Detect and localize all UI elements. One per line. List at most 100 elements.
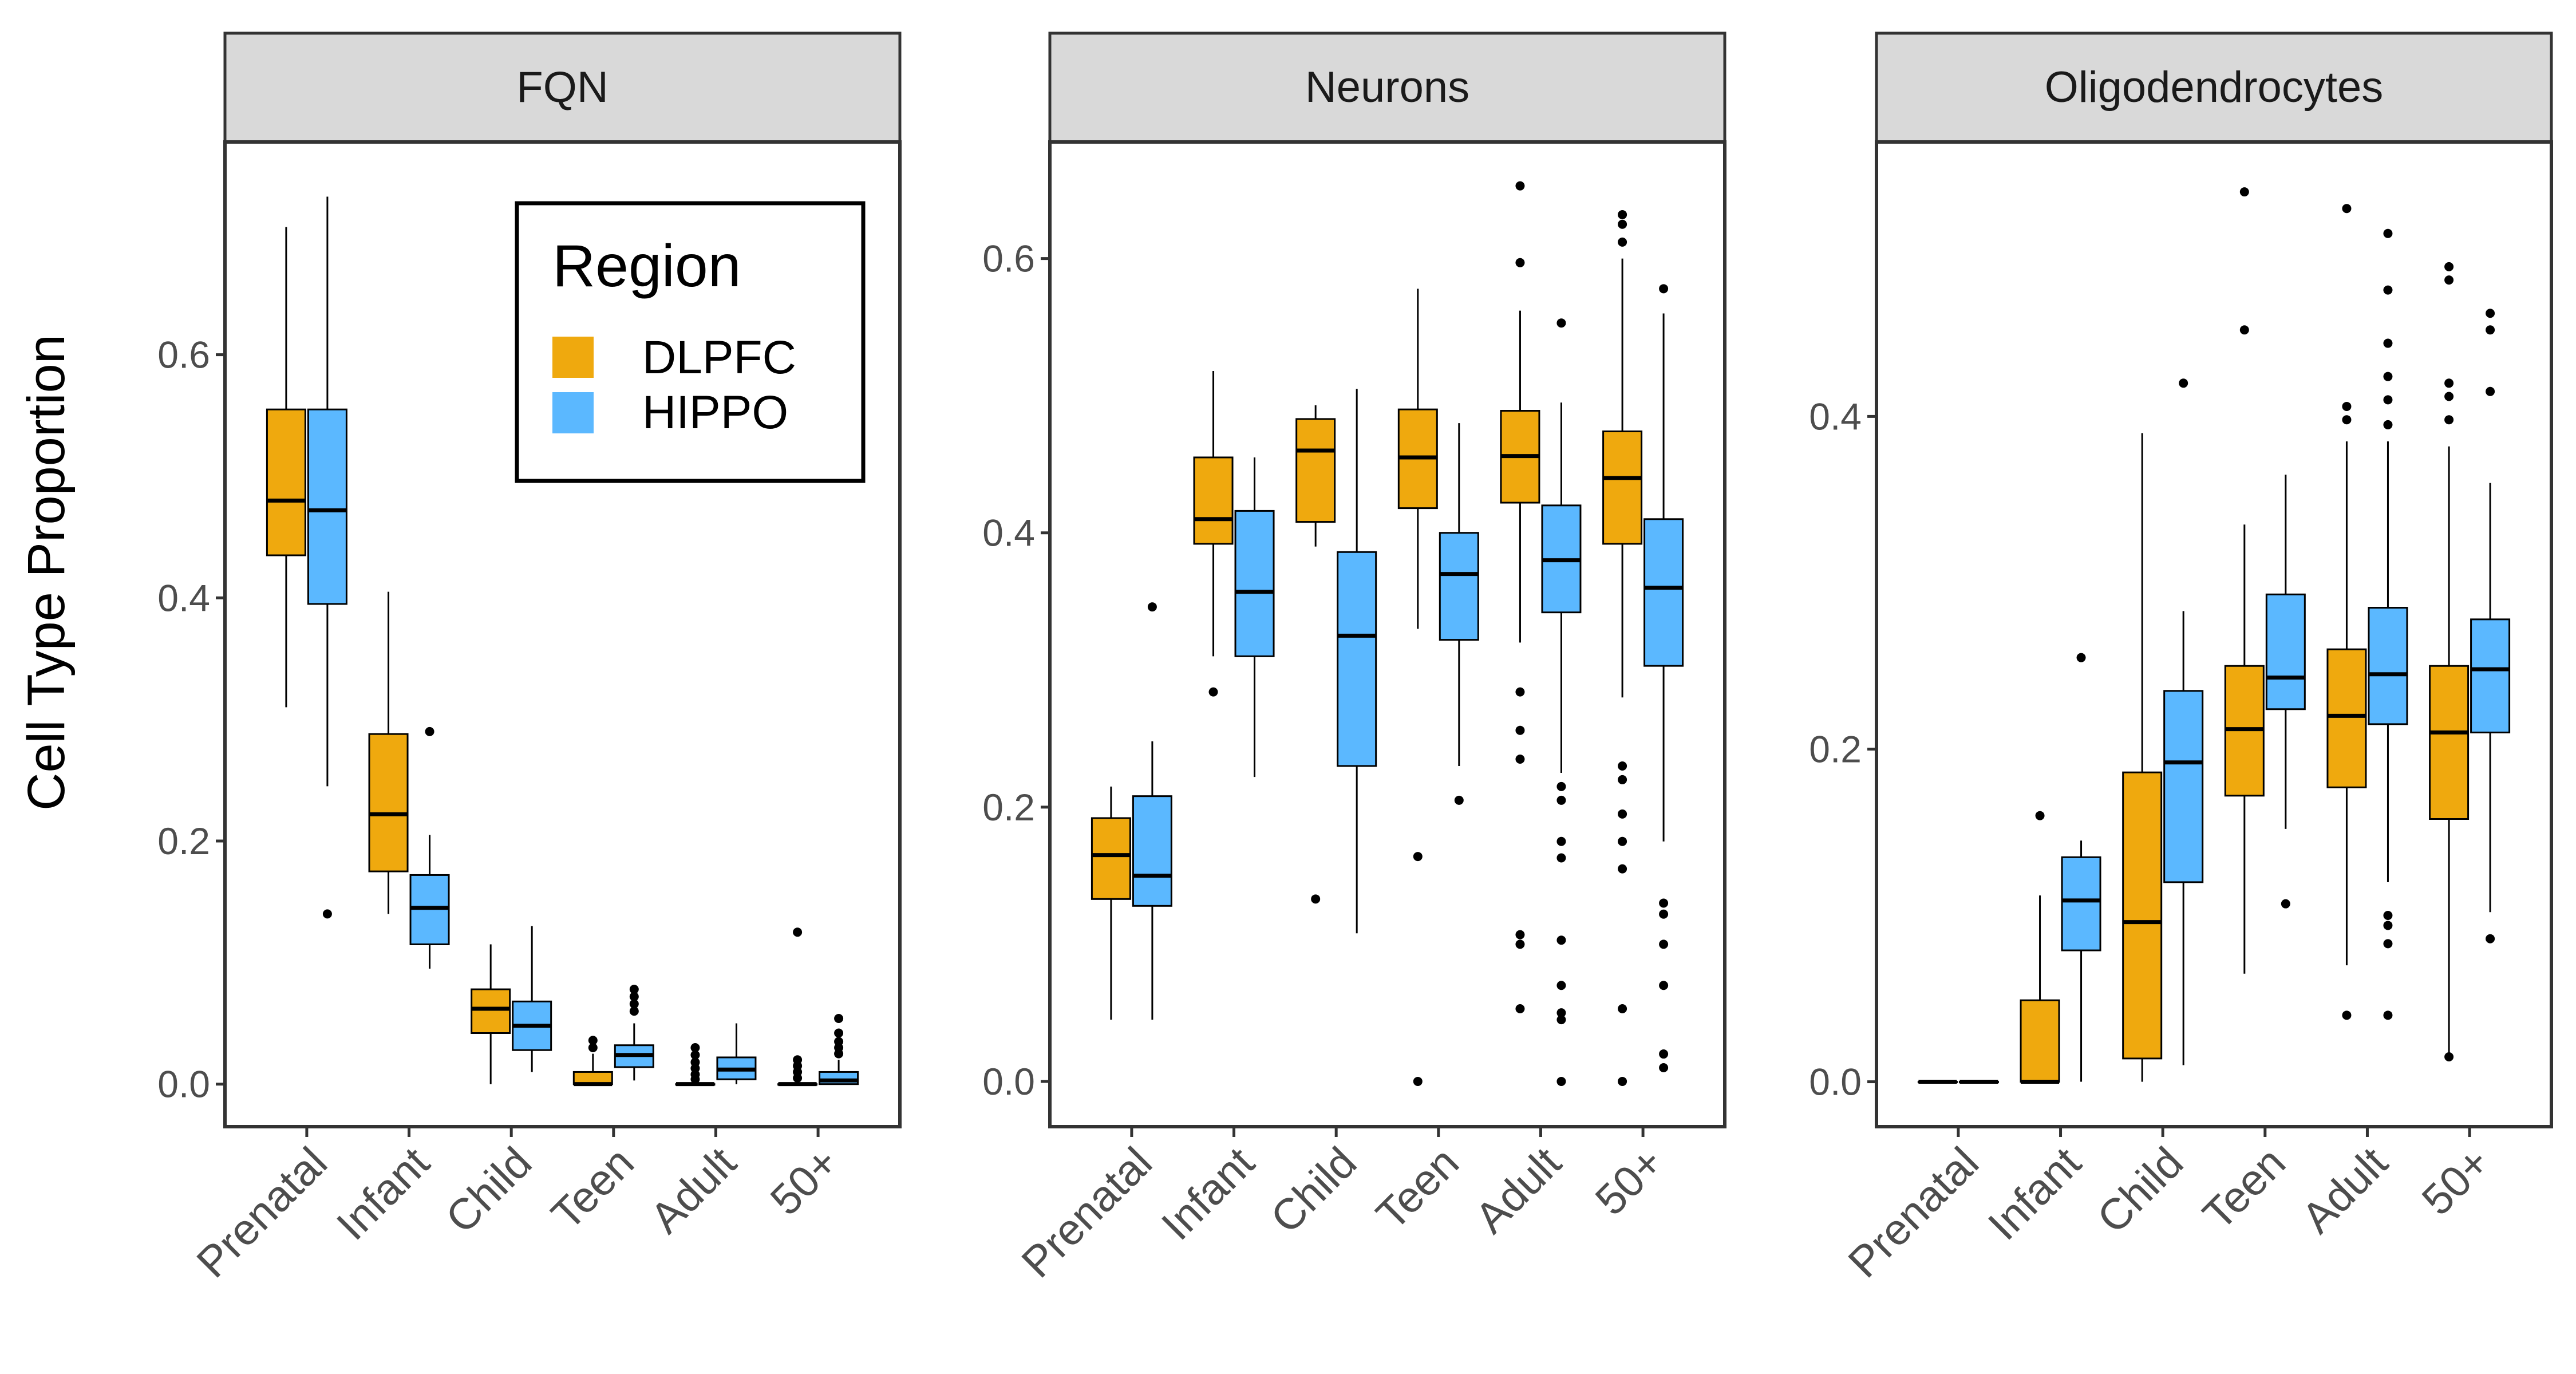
- outlier-point: [2281, 899, 2290, 909]
- panel-strip: [223, 31, 902, 144]
- y-tick-label: 0.0: [1809, 1061, 1862, 1103]
- outlier-point: [834, 1037, 844, 1047]
- box-hippo-adult: [2368, 228, 2408, 1020]
- outlier-point: [1618, 864, 1627, 874]
- box-hippo-50: [2470, 309, 2511, 943]
- outlier-point: [2383, 1010, 2393, 1020]
- box-body: [266, 408, 306, 556]
- outlier-point: [2239, 187, 2249, 197]
- outlier-point: [1413, 852, 1423, 862]
- box-dlpfc-child: [2122, 433, 2163, 1082]
- box-body: [1439, 532, 1479, 641]
- outlier-point: [2383, 285, 2393, 295]
- outlier-point: [2342, 1010, 2352, 1020]
- outlier-point: [629, 1006, 639, 1016]
- outlier-point: [629, 992, 639, 1001]
- y-tick-label: 0.2: [157, 820, 210, 862]
- outlier-point: [2486, 309, 2495, 318]
- box-hippo-child: [1337, 389, 1377, 934]
- y-tick-label: 0.6: [982, 238, 1035, 280]
- panel-oligodendrocytes: Oligodendrocytes 0.0 0.2 0.4 PrenatalInfantC…: [1809, 31, 2553, 1287]
- outlier-point: [1515, 181, 1525, 191]
- box-dlpfc-prenatal: [266, 227, 306, 708]
- box-dlpfc-50: [777, 927, 818, 1087]
- box-dlpfc-teen: [572, 1036, 613, 1087]
- outlier-point: [1659, 284, 1669, 294]
- panel-title: Oligodendrocytes: [2045, 63, 2383, 112]
- box-hippo-prenatal: [1958, 1080, 1999, 1084]
- y-tick-label: 0.4: [157, 577, 210, 619]
- box-dlpfc-50: [1602, 210, 1643, 1086]
- y-tick-label: 0.2: [1809, 728, 1862, 770]
- x-tick-label: Prenatal: [188, 1138, 337, 1287]
- box-hippo-infant: [1234, 457, 1275, 777]
- outlier-point: [1208, 687, 1218, 697]
- box-dlpfc-infant: [2020, 811, 2060, 1084]
- x-tick-label: 50+: [761, 1138, 848, 1225]
- outlier-point: [1618, 1004, 1627, 1013]
- box-dlpfc-prenatal: [1091, 786, 1131, 1020]
- box-body: [2061, 856, 2101, 951]
- x-tick-label: 50+: [2413, 1138, 2499, 1225]
- x-tick-label: Adult: [641, 1138, 746, 1243]
- outlier-point: [2486, 325, 2495, 335]
- x-tick-label: Child: [437, 1138, 542, 1243]
- x-tick-label: Child: [2088, 1138, 2193, 1243]
- outlier-point: [1618, 219, 1627, 229]
- outlier-point: [1556, 836, 1566, 846]
- box-dlpfc-adult: [675, 1043, 716, 1087]
- outlier-point: [1659, 1063, 1669, 1072]
- outlier-point: [1618, 1076, 1627, 1086]
- outlier-point: [629, 999, 639, 1009]
- outlier-point: [2444, 378, 2454, 388]
- outlier-point: [425, 727, 434, 736]
- outlier-point: [793, 927, 803, 937]
- box-hippo-prenatal: [1132, 602, 1172, 1020]
- box-body: [1091, 817, 1131, 900]
- box-body: [2122, 771, 2163, 1060]
- outlier-point: [690, 1050, 700, 1060]
- box-hippo-child: [512, 926, 552, 1072]
- x-tick-label: Adult: [2293, 1138, 2397, 1243]
- outlier-point: [1311, 894, 1321, 904]
- box-body: [1602, 430, 1643, 545]
- outlier-point: [2342, 204, 2352, 214]
- outlier-point: [2383, 338, 2393, 348]
- box-body: [2163, 690, 2204, 883]
- panel-border: [223, 140, 902, 1128]
- outlier-point: [2444, 262, 2454, 271]
- legend-label-dlpfc: DLPFC: [642, 331, 796, 384]
- box-hippo-teen: [1439, 423, 1479, 805]
- y-tick-label: 0.0: [982, 1060, 1035, 1103]
- panel-strip: [1875, 31, 2553, 144]
- outlier-point: [834, 1014, 844, 1024]
- outlier-point: [1515, 930, 1525, 939]
- box-body: [2368, 607, 2408, 725]
- y-tick-label: 0.0: [157, 1063, 210, 1105]
- box-body: [1234, 510, 1275, 657]
- box-hippo-50: [819, 1014, 859, 1085]
- outlier-point: [1659, 981, 1669, 990]
- outlier-point: [588, 1036, 598, 1045]
- outlier-point: [322, 909, 332, 919]
- outlier-point: [1515, 754, 1525, 764]
- outlier-point: [1515, 258, 1525, 267]
- panel-title: FQN: [516, 63, 608, 112]
- x-tick-label: Infant: [1152, 1138, 1264, 1250]
- legend-key-hippo: [552, 392, 594, 433]
- outlier-point: [1515, 939, 1525, 949]
- y-tick-label: 0.4: [1809, 395, 1862, 437]
- outlier-point: [2383, 921, 2393, 930]
- outlier-point: [2444, 1052, 2454, 1061]
- box-dlpfc-adult: [2326, 204, 2367, 1020]
- outlier-point: [2486, 934, 2495, 943]
- outlier-point: [1556, 981, 1566, 990]
- box-body: [1193, 456, 1234, 545]
- legend: Region DLPFC HIPPO: [515, 201, 866, 483]
- outlier-point: [2486, 386, 2495, 396]
- box-body: [2429, 665, 2470, 820]
- x-tick-label: 50+: [1586, 1138, 1673, 1225]
- box-dlpfc-prenatal: [1917, 1080, 1958, 1084]
- outlier-point: [1515, 1004, 1525, 1013]
- outlier-point: [2383, 395, 2393, 405]
